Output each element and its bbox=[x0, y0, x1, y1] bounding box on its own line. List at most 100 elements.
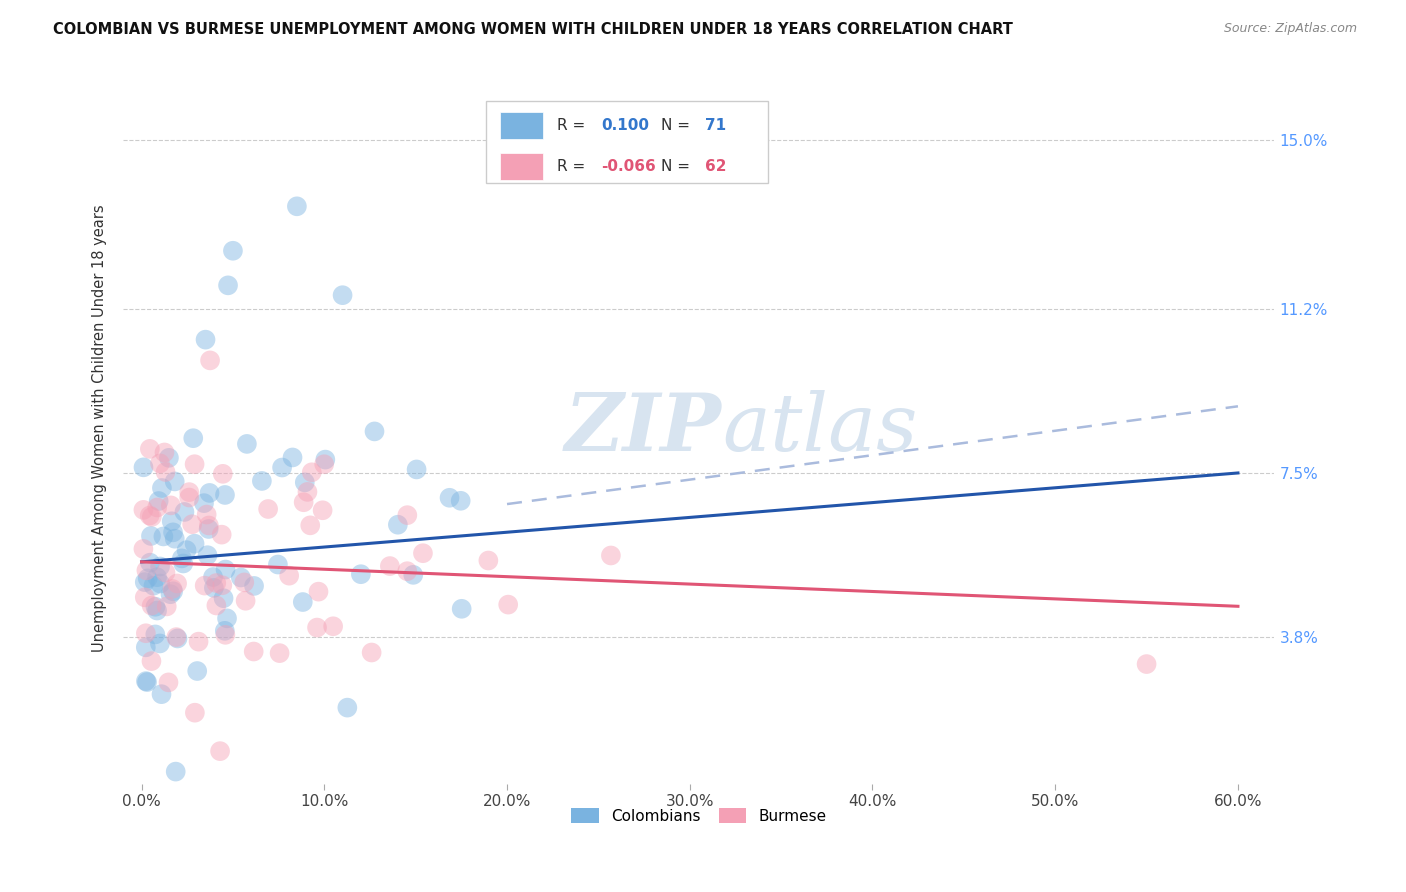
Point bbox=[139, 529, 162, 543]
Point bbox=[257, 502, 280, 516]
Point bbox=[155, 566, 177, 580]
Point bbox=[402, 567, 425, 582]
Point bbox=[202, 570, 225, 584]
Point bbox=[267, 558, 290, 572]
Point bbox=[308, 584, 330, 599]
Point bbox=[378, 559, 401, 574]
Point bbox=[149, 559, 172, 574]
Point bbox=[214, 488, 236, 502]
Point bbox=[141, 654, 163, 668]
Point bbox=[197, 548, 219, 562]
Point bbox=[278, 568, 301, 582]
Text: R =: R = bbox=[557, 160, 591, 174]
Point bbox=[214, 624, 236, 638]
Point bbox=[160, 514, 183, 528]
FancyBboxPatch shape bbox=[486, 102, 768, 183]
Point bbox=[139, 442, 162, 456]
Point bbox=[198, 518, 221, 533]
Point bbox=[450, 493, 472, 508]
Point bbox=[136, 675, 159, 690]
Point bbox=[211, 467, 233, 481]
Point bbox=[193, 496, 215, 510]
Point bbox=[332, 288, 354, 302]
Point bbox=[183, 537, 205, 551]
Point bbox=[172, 557, 194, 571]
Point bbox=[195, 508, 218, 522]
Point bbox=[141, 509, 163, 524]
Point bbox=[142, 579, 165, 593]
Point bbox=[135, 640, 157, 655]
Point bbox=[250, 474, 273, 488]
Point bbox=[162, 582, 184, 596]
Point bbox=[1135, 657, 1157, 671]
Point bbox=[166, 576, 188, 591]
Point bbox=[150, 687, 173, 701]
Y-axis label: Unemployment Among Women with Children Under 18 years: Unemployment Among Women with Children U… bbox=[93, 204, 107, 652]
Point bbox=[412, 546, 434, 560]
Point bbox=[176, 543, 198, 558]
Text: 62: 62 bbox=[704, 160, 725, 174]
Point bbox=[294, 475, 316, 490]
Point bbox=[299, 518, 322, 533]
Point bbox=[222, 244, 245, 258]
Point bbox=[139, 556, 162, 570]
Point bbox=[242, 644, 264, 658]
Point bbox=[350, 567, 373, 582]
Text: ZIP: ZIP bbox=[565, 390, 721, 467]
Point bbox=[194, 333, 217, 347]
Point bbox=[336, 700, 359, 714]
Point bbox=[134, 591, 156, 605]
Point bbox=[179, 491, 201, 505]
Point bbox=[477, 553, 499, 567]
Point bbox=[271, 460, 294, 475]
Point bbox=[198, 486, 221, 500]
Point bbox=[165, 630, 187, 644]
Point bbox=[291, 595, 314, 609]
Point bbox=[179, 485, 201, 500]
Text: R =: R = bbox=[557, 119, 591, 134]
Point bbox=[135, 626, 157, 640]
Point bbox=[214, 628, 236, 642]
Text: 71: 71 bbox=[704, 119, 725, 134]
Point bbox=[165, 764, 187, 779]
Point bbox=[146, 500, 169, 515]
Point bbox=[135, 563, 157, 577]
Point bbox=[157, 675, 180, 690]
Point bbox=[134, 575, 156, 590]
Point bbox=[150, 481, 173, 495]
Point bbox=[322, 619, 344, 633]
Point bbox=[314, 457, 336, 471]
Point bbox=[184, 706, 207, 720]
Point bbox=[163, 532, 186, 546]
Point bbox=[297, 484, 319, 499]
Point bbox=[236, 437, 259, 451]
Point bbox=[197, 522, 219, 536]
Point bbox=[292, 495, 315, 509]
Point bbox=[363, 425, 385, 439]
Point bbox=[311, 503, 333, 517]
Text: 0.100: 0.100 bbox=[600, 119, 650, 134]
Point bbox=[152, 529, 174, 543]
Point bbox=[148, 494, 170, 508]
Point bbox=[211, 527, 233, 541]
Point bbox=[396, 508, 419, 523]
Point bbox=[155, 465, 177, 479]
Legend: Colombians, Burmese: Colombians, Burmese bbox=[565, 802, 832, 830]
Point bbox=[233, 575, 256, 590]
Point bbox=[496, 598, 519, 612]
Point bbox=[162, 584, 184, 599]
Point bbox=[162, 525, 184, 540]
Point bbox=[439, 491, 461, 505]
Point bbox=[149, 456, 172, 470]
Point bbox=[153, 445, 176, 459]
FancyBboxPatch shape bbox=[499, 112, 544, 139]
Point bbox=[181, 517, 204, 532]
Point bbox=[186, 664, 208, 678]
Point bbox=[215, 611, 238, 625]
Point bbox=[360, 646, 382, 660]
Point bbox=[269, 646, 291, 660]
Point bbox=[202, 581, 225, 595]
Point bbox=[187, 634, 209, 648]
Point bbox=[450, 602, 472, 616]
Point bbox=[157, 450, 180, 465]
